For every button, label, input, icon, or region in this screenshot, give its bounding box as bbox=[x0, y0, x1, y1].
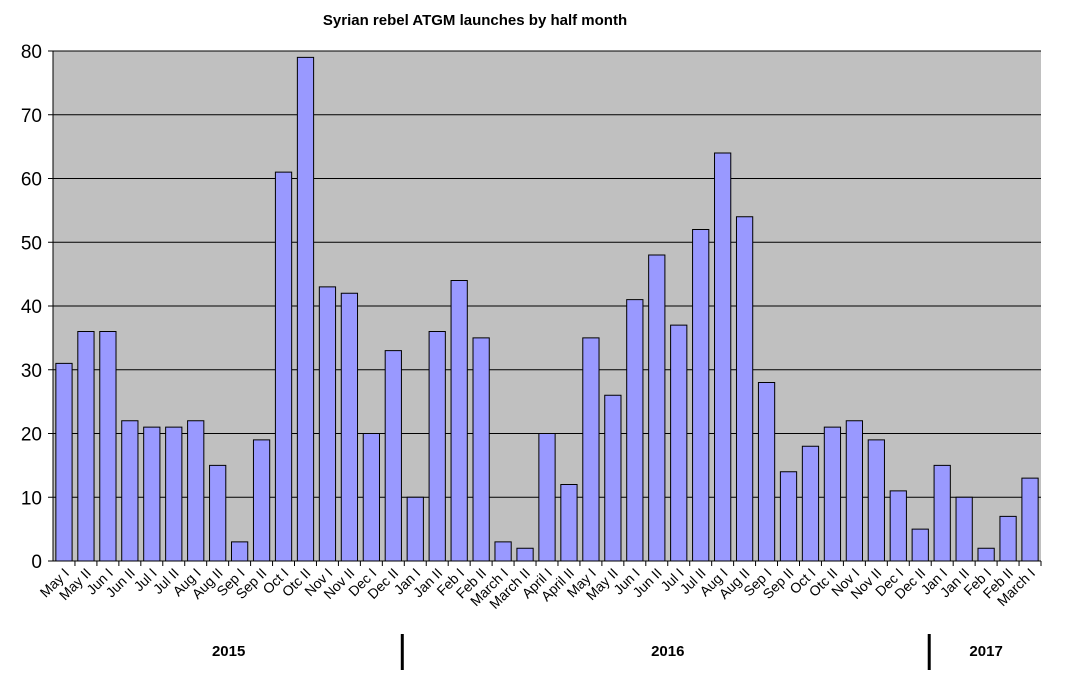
chart-title: Syrian rebel ATGM launches by half month bbox=[322, 12, 628, 29]
year-label: 2017 bbox=[969, 643, 1002, 660]
bar bbox=[538, 433, 556, 562]
bar bbox=[999, 515, 1017, 562]
bar bbox=[472, 337, 490, 562]
y-tick-label: 60 bbox=[21, 170, 42, 191]
bar bbox=[77, 331, 95, 562]
year-label: 2015 bbox=[212, 643, 245, 660]
y-tick-label: 30 bbox=[21, 361, 42, 382]
bar bbox=[779, 471, 798, 562]
y-tick-label: 0 bbox=[31, 552, 42, 573]
bar bbox=[230, 541, 249, 562]
bar bbox=[735, 216, 754, 562]
bar bbox=[582, 337, 600, 562]
bar bbox=[252, 439, 271, 562]
bar bbox=[99, 331, 117, 562]
bar bbox=[516, 547, 534, 562]
year-label: 2016 bbox=[651, 643, 684, 660]
bar bbox=[187, 420, 205, 562]
y-tick-label: 20 bbox=[21, 425, 42, 446]
bar bbox=[889, 490, 907, 562]
y-tick-label: 70 bbox=[21, 106, 42, 127]
y-tick-label: 50 bbox=[21, 233, 42, 254]
bar bbox=[340, 292, 359, 562]
bar bbox=[911, 528, 929, 562]
bar bbox=[362, 433, 380, 562]
bar bbox=[845, 420, 864, 562]
y-tick-label: 40 bbox=[21, 297, 42, 318]
bar bbox=[209, 464, 227, 562]
bar bbox=[318, 286, 337, 562]
bar bbox=[296, 56, 315, 562]
bar bbox=[757, 382, 776, 562]
bar bbox=[560, 484, 578, 562]
bar bbox=[933, 464, 951, 562]
bar bbox=[450, 280, 468, 562]
bar bbox=[955, 496, 973, 562]
bar bbox=[428, 331, 446, 562]
bar bbox=[406, 496, 424, 562]
bar bbox=[823, 426, 842, 562]
bar bbox=[648, 254, 666, 562]
bar bbox=[714, 152, 732, 562]
bar bbox=[143, 426, 161, 562]
bar bbox=[670, 324, 688, 562]
bar bbox=[626, 299, 644, 562]
bar bbox=[384, 350, 402, 562]
bar bbox=[801, 445, 820, 562]
bar bbox=[604, 394, 622, 562]
bar bbox=[494, 541, 512, 562]
y-tick-label: 10 bbox=[21, 488, 42, 509]
bar bbox=[867, 439, 885, 562]
bar bbox=[1021, 477, 1039, 562]
bar bbox=[165, 426, 183, 562]
bar bbox=[55, 362, 73, 562]
bar bbox=[274, 171, 293, 562]
bar bbox=[692, 229, 710, 562]
bar bbox=[121, 420, 139, 562]
y-tick-label: 80 bbox=[21, 42, 42, 63]
bar bbox=[977, 547, 995, 562]
